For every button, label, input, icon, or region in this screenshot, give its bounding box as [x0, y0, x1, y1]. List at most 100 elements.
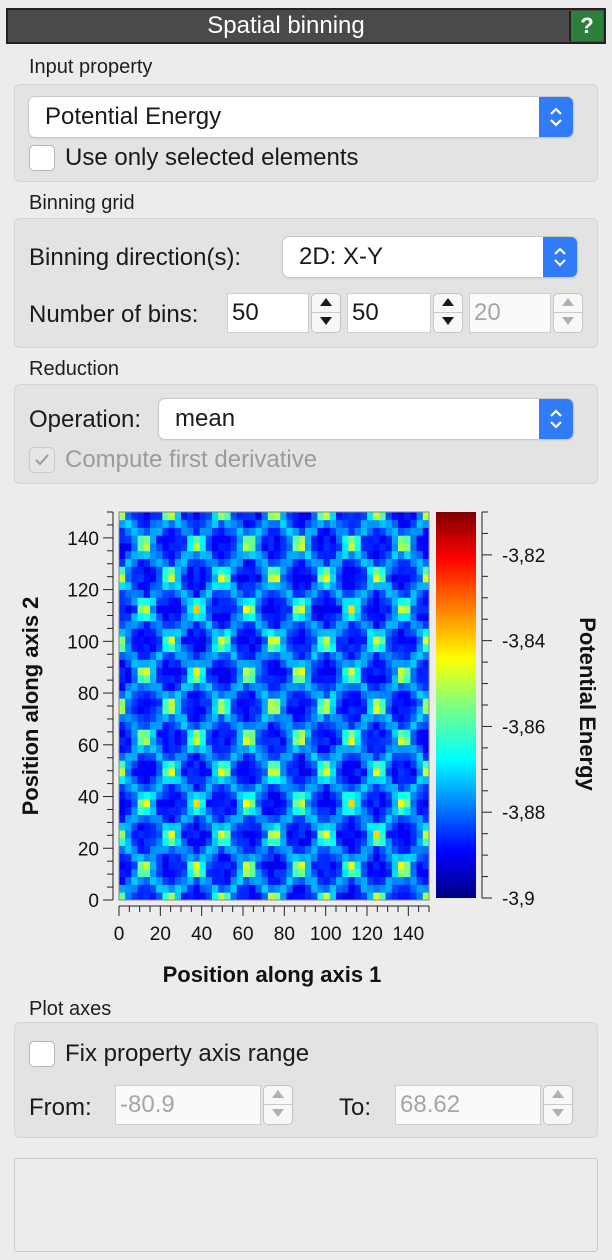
- bins-x-stepper[interactable]: [311, 293, 341, 333]
- stepper-up-icon[interactable]: [312, 294, 340, 313]
- heatmap-cell: [162, 729, 169, 738]
- heatmap-cell: [236, 868, 244, 878]
- heatmap-cell: [150, 558, 157, 567]
- heatmap-cell: [249, 814, 256, 823]
- heatmap-cell: [187, 830, 194, 839]
- input-property-select[interactable]: Potential Energy: [29, 97, 573, 137]
- heatmap-cell: [348, 519, 355, 528]
- heatmap-cell: [193, 752, 200, 761]
- heatmap-cell: [174, 791, 182, 800]
- heatmap-cell: [156, 791, 163, 800]
- heatmap-cell: [267, 597, 275, 606]
- heatmap-cell: [286, 682, 293, 691]
- heatmap-cell: [267, 605, 275, 614]
- heatmap-cell: [410, 628, 417, 637]
- heatmap-cell: [236, 814, 244, 823]
- heatmap-cell: [193, 814, 200, 823]
- heatmap-cell: [193, 690, 200, 699]
- heatmap-cell: [150, 605, 157, 614]
- heatmap-cell: [230, 845, 238, 854]
- heatmap-cell: [416, 775, 424, 784]
- heatmap-cell: [404, 682, 411, 691]
- bins-y-input[interactable]: 50: [347, 293, 431, 333]
- bins-x-input[interactable]: 50: [227, 293, 309, 333]
- heatmap-cell: [137, 822, 145, 831]
- heatmap-cell: [243, 543, 250, 552]
- heatmap-cell: [199, 512, 207, 521]
- heatmap-cell: [143, 581, 151, 590]
- heatmap-cell: [292, 527, 300, 536]
- binning-direction-select[interactable]: 2D: X-Y: [283, 237, 577, 277]
- heatmap-cell: [193, 698, 200, 707]
- heatmap-cell: [416, 550, 424, 559]
- use-selected-checkbox[interactable]: [29, 145, 55, 171]
- stepper-down-icon[interactable]: [312, 313, 340, 332]
- heatmap-cell: [243, 612, 250, 622]
- heatmap-cell: [137, 605, 145, 614]
- stepper-down-icon: [544, 1105, 572, 1124]
- heatmap-cell: [342, 868, 349, 878]
- heatmap-cell: [261, 830, 269, 839]
- stepper-down-icon[interactable]: [434, 313, 462, 332]
- heatmap-cell: [342, 892, 349, 901]
- heatmap-cell: [348, 698, 355, 707]
- heatmap-cell: [404, 636, 411, 645]
- heatmap-cell: [143, 535, 151, 544]
- help-button[interactable]: ?: [569, 11, 603, 41]
- heatmap-cell: [398, 620, 405, 629]
- heatmap-cell: [280, 605, 287, 614]
- heatmap-cell: [354, 535, 362, 544]
- heatmap-cell: [354, 814, 362, 823]
- heatmap-cell: [212, 667, 219, 676]
- heatmap-cell: [119, 690, 126, 699]
- heatmap-cell: [143, 744, 151, 753]
- heatmap-cell: [367, 512, 374, 521]
- heatmap-cell: [317, 791, 324, 800]
- heatmap-cell: [379, 690, 386, 699]
- heatmap-cell: [143, 628, 151, 637]
- heatmap-cell: [342, 651, 349, 660]
- heatmap-cell: [168, 636, 176, 645]
- heatmap-cell: [391, 651, 399, 660]
- heatmap-cell: [193, 628, 200, 637]
- heatmap-cell: [348, 806, 355, 816]
- heatmap-cell: [391, 620, 399, 629]
- heatmap-cell: [162, 721, 169, 730]
- heatmap-cell: [131, 775, 138, 784]
- heatmap-cell: [125, 643, 132, 653]
- heatmap-cell: [373, 884, 380, 893]
- heatmap-cell: [125, 667, 132, 676]
- heatmap-cell: [422, 589, 430, 598]
- heatmap-cell: [292, 760, 300, 769]
- heatmap-cell: [249, 628, 256, 637]
- fix-range-checkbox[interactable]: [29, 1041, 55, 1067]
- stepper-up-icon[interactable]: [434, 294, 462, 313]
- bins-y-stepper[interactable]: [433, 293, 463, 333]
- heatmap-cell: [119, 674, 126, 684]
- heatmap-cell: [317, 837, 324, 847]
- heatmap-cell: [360, 543, 368, 552]
- colorbar-tick-label: -3,86: [502, 717, 545, 738]
- heatmap-cell: [236, 752, 244, 761]
- heatmap-cell: [398, 892, 405, 901]
- heatmap-cell: [224, 806, 231, 816]
- heatmap-cell: [199, 752, 207, 761]
- heatmap-cell: [218, 884, 225, 893]
- heatmap-cell: [187, 535, 194, 544]
- heatmap-cell: [416, 558, 424, 567]
- x-tick-label: 0: [114, 924, 125, 945]
- heatmap-cell: [367, 550, 374, 559]
- heatmap-cell: [199, 713, 207, 722]
- heatmap-cell: [373, 768, 380, 777]
- heatmap-cell: [243, 674, 250, 684]
- heatmap-cell: [286, 752, 293, 761]
- heatmap-cell: [224, 737, 231, 746]
- heatmap-cell: [348, 760, 355, 769]
- heatmap-cell: [342, 799, 349, 808]
- heatmap-cell: [286, 737, 293, 746]
- operation-select[interactable]: mean: [159, 399, 573, 439]
- heatmap-cell: [205, 868, 213, 878]
- heatmap-cell: [317, 783, 324, 792]
- heatmap-cell: [162, 651, 169, 660]
- heatmap-cell: [373, 581, 380, 590]
